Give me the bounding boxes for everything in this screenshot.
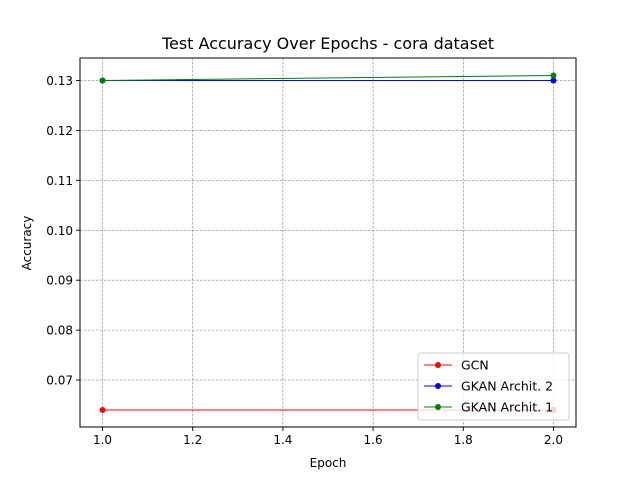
legend-label: GCN [461, 358, 489, 373]
y-tick-label: 0.09 [46, 274, 73, 288]
data-point [550, 77, 557, 84]
y-axis-title: Accuracy [20, 216, 34, 271]
legend-label: GKAN Archit. 1 [461, 400, 553, 415]
y-tick-label: 0.07 [46, 374, 73, 388]
y-tick-label: 0.12 [46, 124, 73, 138]
legend-item: GKAN Archit. 1 [424, 400, 553, 415]
x-axis: 1.0 1.2 1.4 1.6 1.8 2.0 [93, 427, 563, 447]
legend-swatch-marker [435, 404, 441, 410]
legend-box [417, 352, 570, 421]
data-point [99, 407, 106, 414]
x-tick-label: 1.0 [93, 433, 112, 447]
x-axis-title: Epoch [310, 456, 347, 470]
legend: GCN GKAN Archit. 2 GKAN Archit. 1 [417, 352, 570, 421]
legend-item: GKAN Archit. 2 [424, 379, 553, 394]
x-tick-label: 1.2 [183, 433, 202, 447]
series-3 [99, 72, 557, 84]
y-tick-label: 0.08 [46, 324, 73, 338]
legend-swatch-marker [435, 383, 441, 389]
series-line [102, 74, 554, 81]
data-point [550, 72, 557, 79]
data-point [99, 77, 106, 84]
chart-title: Test Accuracy Over Epochs - cora dataset [161, 34, 494, 53]
y-tick-label: 0.10 [46, 224, 73, 238]
legend-swatch-marker [435, 362, 441, 368]
y-tick-label: 0.13 [46, 74, 73, 88]
legend-label: GKAN Archit. 2 [461, 379, 553, 394]
x-tick-label: 1.4 [273, 433, 292, 447]
plot-frame [79, 57, 577, 428]
x-tick-label: 2.0 [544, 433, 563, 447]
legend-item: GCN [424, 358, 489, 373]
x-tick-label: 1.8 [454, 433, 473, 447]
y-axis: 0.07 0.08 0.09 0.10 0.11 0.12 0.13 [46, 74, 80, 388]
x-tick-label: 1.6 [364, 433, 383, 447]
y-tick-label: 0.11 [46, 174, 73, 188]
